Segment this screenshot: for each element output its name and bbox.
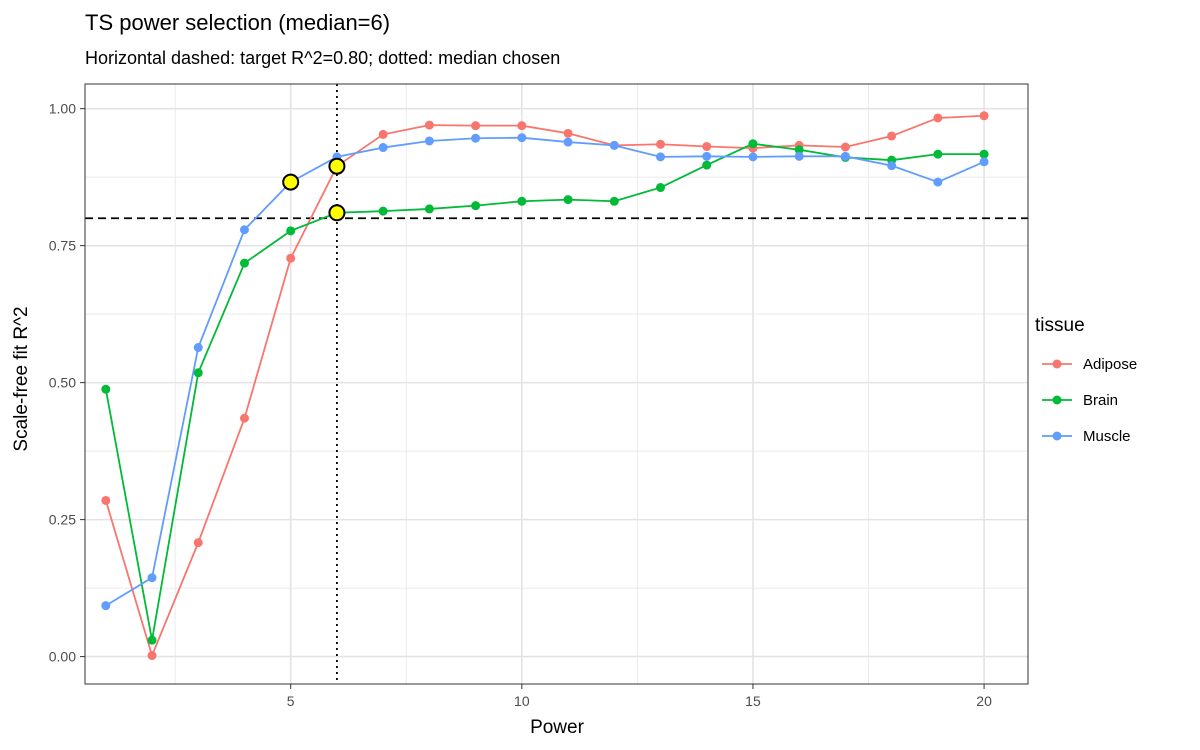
data-point-adipose <box>193 538 203 548</box>
data-point-adipose <box>286 253 296 263</box>
data-point-muscle <box>378 143 388 153</box>
data-point-adipose <box>147 651 157 661</box>
x-tick-label: 20 <box>976 693 992 709</box>
legend-key-point-brain <box>1052 395 1062 405</box>
x-tick-label: 5 <box>287 693 295 709</box>
data-point-brain <box>517 196 527 206</box>
highlighted-point <box>328 157 346 175</box>
plot-panel-border <box>84 83 1029 685</box>
y-axis-title: Scale-free fit R^2 <box>11 306 32 451</box>
data-point-muscle <box>424 136 434 146</box>
reference-lines <box>85 84 1028 684</box>
highlighted-points <box>282 157 346 222</box>
data-point-brain <box>702 160 712 170</box>
data-point-brain <box>378 206 388 216</box>
legend-key-point-adipose <box>1052 359 1062 369</box>
chart-title: TS power selection (median=6) <box>85 10 390 35</box>
data-point-adipose <box>563 128 573 138</box>
legend-label-adipose: Adipose <box>1083 356 1137 373</box>
legend: tissue Adipose Brain Muscle <box>1035 315 1137 445</box>
data-point-adipose <box>656 139 666 149</box>
legend-label-muscle: Muscle <box>1083 428 1131 445</box>
legend-key-point-muscle <box>1052 431 1062 441</box>
data-point-brain <box>101 384 111 394</box>
data-point-brain <box>748 139 758 149</box>
data-point-muscle <box>656 152 666 162</box>
data-point-brain <box>424 204 434 214</box>
data-point-adipose <box>239 413 249 423</box>
y-tick-label: 0.75 <box>49 238 76 254</box>
data-point-muscle <box>702 151 712 161</box>
legend-title: tissue <box>1035 315 1085 336</box>
series-points <box>101 111 989 661</box>
data-point-adipose <box>979 111 989 121</box>
chart-subtitle: Horizontal dashed: target R^2=0.80; dott… <box>85 48 560 68</box>
data-point-muscle <box>471 133 481 143</box>
major-gridlines <box>85 84 1028 684</box>
series-line-adipose <box>104 114 985 659</box>
highlighted-point <box>282 173 300 191</box>
y-tick-label: 0.50 <box>49 375 76 391</box>
data-point-muscle <box>933 177 943 187</box>
x-axis-title: Power <box>530 717 585 738</box>
data-point-adipose <box>471 121 481 131</box>
x-axis: 5 10 15 20 <box>287 684 992 709</box>
data-point-muscle <box>147 573 157 583</box>
data-point-muscle <box>887 161 897 171</box>
data-point-adipose <box>702 141 712 151</box>
data-point-brain <box>794 145 804 155</box>
series-line-muscle <box>105 136 985 607</box>
data-point-brain <box>609 196 619 206</box>
data-point-brain <box>147 635 157 645</box>
data-point-adipose <box>101 495 111 505</box>
data-point-adipose <box>840 142 850 152</box>
data-point-adipose <box>378 129 388 139</box>
data-point-brain <box>656 183 666 193</box>
data-point-brain <box>933 149 943 159</box>
data-point-adipose <box>424 120 434 130</box>
data-point-muscle <box>609 140 619 150</box>
data-point-brain <box>471 201 481 211</box>
data-point-adipose <box>517 121 527 131</box>
highlighted-point <box>328 204 346 222</box>
y-tick-label: 0.00 <box>49 649 76 665</box>
series-lines <box>104 114 985 659</box>
minor-gridlines <box>85 84 1028 684</box>
data-point-muscle <box>840 151 850 161</box>
data-point-muscle <box>563 137 573 147</box>
data-point-muscle <box>239 225 249 235</box>
data-point-adipose <box>933 113 943 123</box>
data-point-adipose <box>887 131 897 141</box>
legend-label-brain: Brain <box>1083 392 1118 409</box>
data-point-brain <box>979 149 989 159</box>
x-tick-label: 15 <box>745 693 761 709</box>
data-point-muscle <box>794 151 804 161</box>
x-tick-label: 10 <box>514 693 530 709</box>
data-point-brain <box>193 368 203 378</box>
data-point-muscle <box>101 601 111 611</box>
data-point-muscle <box>193 343 203 353</box>
data-point-brain <box>563 195 573 205</box>
data-point-muscle <box>517 133 527 143</box>
data-point-muscle <box>979 157 989 167</box>
data-point-muscle <box>748 152 758 162</box>
y-tick-label: 1.00 <box>49 101 76 117</box>
data-point-brain <box>286 226 296 236</box>
data-point-brain <box>239 258 249 268</box>
y-axis: 0.00 0.25 0.50 0.75 1.00 <box>49 101 85 665</box>
y-tick-label: 0.25 <box>49 512 76 528</box>
